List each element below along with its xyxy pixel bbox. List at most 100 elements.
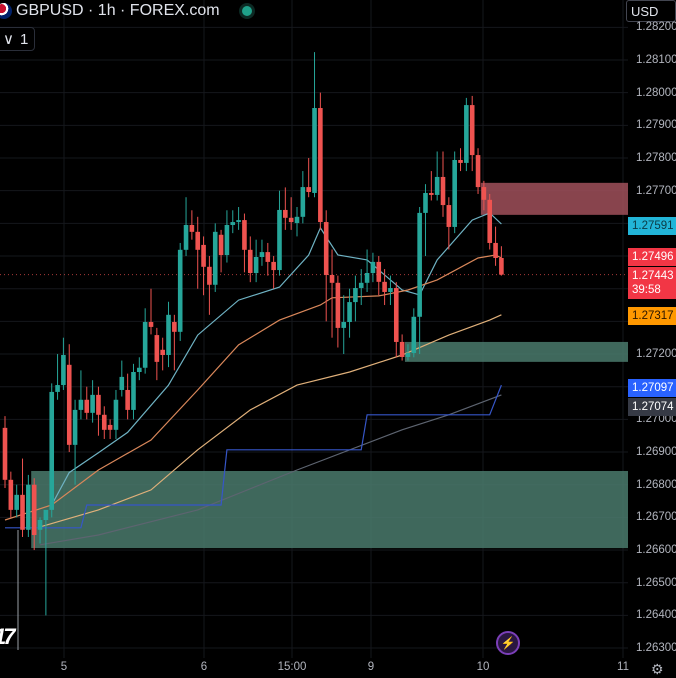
candle: [353, 275, 358, 322]
grid: [0, 0, 628, 658]
candle-body: [347, 302, 352, 323]
candle-body: [417, 212, 422, 317]
candle-body: [376, 261, 382, 282]
candle-body: [423, 192, 428, 213]
candle: [177, 242, 183, 341]
candle: [224, 210, 230, 263]
price-tick-label: 1.26600: [636, 544, 676, 557]
candle: [26, 474, 31, 537]
price-tick-label: 1.27000: [636, 413, 676, 426]
candle: [423, 184, 428, 257]
candle: [66, 344, 72, 453]
candle: [207, 256, 212, 315]
price-badge: 1.27496: [628, 248, 676, 267]
candle: [113, 389, 119, 439]
price-tick-label: 1.28200: [636, 21, 676, 34]
candle-body: [218, 234, 224, 256]
time-tick-label: 6: [200, 661, 208, 673]
candle-body: [283, 209, 288, 218]
candle: [469, 95, 475, 172]
candle: [189, 210, 195, 240]
candle: [253, 239, 259, 283]
candle: [458, 148, 463, 172]
candle-body: [288, 217, 294, 223]
candle: [399, 334, 405, 361]
candle-body: [242, 220, 247, 250]
candle-body: [452, 159, 457, 227]
candle-body: [72, 409, 78, 445]
candle-body: [318, 108, 323, 223]
symbol-header[interactable]: GBPUSD · 1h · FOREX.com: [0, 0, 252, 22]
candle-body: [300, 187, 306, 217]
candle: [195, 216, 201, 289]
lightning-icon[interactable]: ⚡: [496, 631, 520, 655]
candle: [43, 509, 49, 616]
candle: [300, 171, 306, 224]
candle: [172, 314, 177, 371]
price-badge: 1.27097: [628, 378, 676, 397]
candle: [96, 386, 101, 436]
candle: [312, 52, 317, 198]
candle-body: [382, 281, 387, 292]
gear-icon[interactable]: ⚙: [651, 661, 664, 677]
time-tick-label: 9: [367, 661, 375, 673]
candle: [230, 210, 236, 234]
currency-button[interactable]: USD: [626, 0, 676, 22]
price-tick-label: 1.27800: [636, 152, 676, 164]
candle-body: [101, 414, 107, 430]
time-tick-label: 10: [476, 661, 490, 673]
price-badge: 1.27074: [628, 397, 676, 416]
last-price: 1.27443: [632, 270, 674, 283]
candle: [393, 282, 399, 358]
tradingview-logo[interactable]: 17: [0, 624, 16, 649]
candle-body: [2, 427, 8, 480]
candle-body: [113, 399, 119, 430]
demand-zone: [31, 470, 628, 549]
candle: [306, 158, 311, 198]
candle: [137, 357, 142, 381]
candle-body: [78, 399, 84, 410]
candle: [61, 337, 66, 390]
candle: [434, 151, 440, 201]
candle: [475, 148, 481, 194]
candle: [166, 301, 171, 368]
price-tick-label: 1.28000: [636, 86, 676, 99]
candle-body: [90, 394, 95, 413]
candle: [183, 197, 189, 257]
candle-body: [458, 159, 463, 163]
candle: [440, 151, 446, 217]
candle: [277, 190, 282, 276]
candle: [90, 380, 95, 423]
candle: [464, 97, 469, 172]
candle-body: [429, 192, 434, 195]
gbp-usd-flag-icon: [0, 3, 12, 19]
candle-body: [475, 155, 481, 188]
candle: [417, 207, 422, 355]
market-open-dot-icon: [241, 6, 252, 16]
candle: [487, 193, 493, 250]
candle-body: [142, 322, 148, 368]
candle-body: [43, 509, 49, 520]
step-line: [5, 384, 502, 529]
demand-zone: [404, 341, 628, 362]
candle: [236, 207, 241, 230]
price-tick-label: 1.26400: [636, 609, 676, 622]
candle-body: [177, 249, 183, 332]
candle-body: [96, 394, 101, 415]
candle: [107, 419, 113, 439]
candle-body: [148, 322, 154, 327]
price-badge: 1.27317: [628, 306, 676, 325]
candle-body: [247, 249, 253, 274]
candle: [142, 308, 148, 374]
candle-body: [405, 353, 411, 357]
price-tick-label: 1.26300: [636, 642, 676, 655]
candle-body: [125, 389, 130, 410]
candle: [148, 288, 154, 335]
candle: [329, 249, 335, 338]
indicator-count: 1: [19, 30, 29, 48]
indicators-collapse-button[interactable]: ∨ 1: [0, 27, 36, 51]
candle-body: [201, 244, 206, 267]
bar-countdown: 39:58: [632, 284, 661, 297]
candle: [294, 207, 300, 237]
